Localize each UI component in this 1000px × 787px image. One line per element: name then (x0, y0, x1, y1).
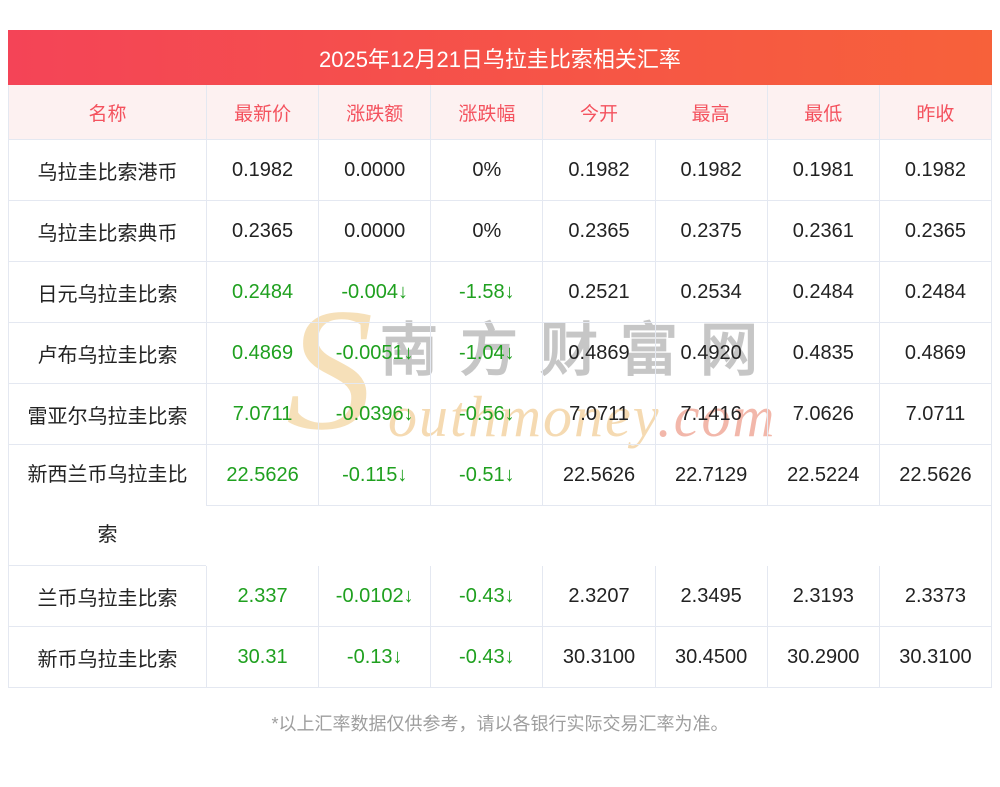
prev-close-cell: 30.3100 (878, 627, 991, 687)
open-cell: 2.3207 (542, 566, 654, 626)
col-header-low: 最低 (766, 85, 879, 139)
col-header-high: 最高 (691, 103, 730, 125)
change-cell: 0.0000 (318, 140, 430, 200)
page-title: 2025年12月21日乌拉圭比索相关汇率 (319, 46, 681, 72)
high-cell: 22.7129 (654, 445, 767, 505)
low-cell: 2.3193 (766, 566, 879, 626)
name-cell: 新币乌拉圭比索 (37, 648, 178, 671)
col-header-latest: 最新价 (206, 85, 318, 139)
change-cell: -0.0396↓ (318, 384, 430, 444)
prev-close-cell: 7.0711 (878, 384, 991, 444)
name-cell: 雷亚尔乌拉圭比索 (27, 405, 188, 428)
change-cell: -0.0051↓ (318, 323, 430, 383)
change-cell: -0.115↓ (318, 445, 430, 505)
latest-cell: 22.5626 (206, 445, 318, 505)
change-pct-cell: -0.43↓ (430, 566, 542, 626)
table-row: 雷亚尔乌拉圭比索 7.0711 -0.0396↓ -0.56↓ 7.0711 7… (9, 384, 991, 445)
prev-close-cell: 22.5626 (878, 445, 991, 505)
change-pct-cell: -1.04↓ (430, 323, 542, 383)
prev-close-cell: 0.4869 (878, 323, 991, 383)
change-pct-cell: -0.51↓ (430, 445, 542, 505)
high-cell: 0.1982 (654, 140, 767, 200)
prev-close-cell: 0.1982 (878, 140, 991, 200)
title-banner: 2025年12月21日乌拉圭比索相关汇率 (8, 30, 992, 85)
prev-close-cell: 0.2484 (878, 262, 991, 322)
change-pct-cell: -0.56↓ (430, 384, 542, 444)
name-cell: 兰币乌拉圭比索 (37, 587, 178, 610)
high-cell: 30.4500 (654, 627, 767, 687)
low-cell: 0.2484 (766, 262, 879, 322)
disclaimer-note: *以上汇率数据仅供参考，请以各银行实际交易汇率为准。 (271, 714, 729, 734)
table-row: 卢布乌拉圭比索 0.4869 -0.0051↓ -1.04↓ 0.4869 0.… (9, 323, 991, 384)
latest-cell: 7.0711 (206, 384, 318, 444)
high-cell: 2.3495 (654, 566, 767, 626)
high-cell: 7.1416 (654, 384, 767, 444)
low-cell: 30.2900 (766, 627, 879, 687)
latest-cell: 0.2484 (206, 262, 318, 322)
col-header-change-pct: 涨跌幅 (430, 85, 542, 139)
exchange-rates-table: 名称 最新价 涨跌额 涨跌幅 今开 最高 最低 昨收 乌拉圭比索港币 0.198… (8, 85, 992, 688)
latest-cell: 30.31 (206, 627, 318, 687)
change-pct-cell: 0% (430, 201, 542, 261)
name-cell: 卢布乌拉圭比索 (37, 344, 178, 367)
change-pct-cell: -1.58↓ (430, 262, 542, 322)
col-header-prev-close: 昨收 (878, 85, 991, 139)
tall-row-data-area: 22.5626 -0.115↓ -0.51↓ 22.5626 22.7129 2… (206, 445, 991, 566)
low-cell: 0.4835 (766, 323, 879, 383)
low-cell: 0.1981 (766, 140, 879, 200)
col-header-change: 涨跌额 (318, 85, 430, 139)
col-header-open: 今开 (542, 85, 654, 139)
high-cell: 0.2534 (654, 262, 767, 322)
change-pct-cell: 0% (430, 140, 542, 200)
latest-cell: 2.337 (206, 566, 318, 626)
name-cell: 乌拉圭比索港币 (37, 161, 178, 184)
open-cell: 0.2521 (542, 262, 654, 322)
low-cell: 22.5224 (766, 445, 879, 505)
prev-close-cell: 2.3373 (878, 566, 991, 626)
name-cell: 新西兰币乌拉圭比索 (9, 445, 206, 566)
low-cell: 0.2361 (766, 201, 879, 261)
col-header-name: 名称 (88, 103, 127, 125)
low-cell: 7.0626 (766, 384, 879, 444)
table-header-row: 名称 最新价 涨跌额 涨跌幅 今开 最高 最低 昨收 (9, 85, 991, 140)
latest-cell: 0.2365 (206, 201, 318, 261)
table-row: 日元乌拉圭比索 0.2484 -0.004↓ -1.58↓ 0.2521 0.2… (9, 262, 991, 323)
name-cell: 日元乌拉圭比索 (37, 283, 178, 306)
change-cell: -0.13↓ (318, 627, 430, 687)
latest-cell: 0.1982 (206, 140, 318, 200)
change-cell: 0.0000 (318, 201, 430, 261)
name-text: 新西兰币乌拉圭比索 (27, 464, 188, 546)
change-pct-cell: -0.43↓ (430, 627, 542, 687)
table-row: 兰币乌拉圭比索 2.337 -0.0102↓ -0.43↓ 2.3207 2.3… (9, 566, 991, 627)
table-row: 乌拉圭比索典币 0.2365 0.0000 0% 0.2365 0.2375 0… (9, 201, 991, 262)
name-cell: 乌拉圭比索典币 (37, 222, 178, 245)
high-cell: 0.2375 (654, 201, 767, 261)
prev-close-cell: 0.2365 (878, 201, 991, 261)
table-row: 新币乌拉圭比索 30.31 -0.13↓ -0.43↓ 30.3100 30.4… (9, 627, 991, 688)
high-cell: 0.4920 (654, 323, 767, 383)
tall-row-empty-band (206, 506, 991, 564)
tall-row-values: 22.5626 -0.115↓ -0.51↓ 22.5626 22.7129 2… (206, 445, 991, 506)
latest-cell: 0.4869 (206, 323, 318, 383)
table-row: 乌拉圭比索港币 0.1982 0.0000 0% 0.1982 0.1982 0… (9, 140, 991, 201)
open-cell: 30.3100 (542, 627, 654, 687)
change-cell: -0.004↓ (318, 262, 430, 322)
open-cell: 22.5626 (542, 445, 654, 505)
table-row: 新西兰币乌拉圭比索 22.5626 -0.115↓ -0.51↓ 22.5626… (9, 445, 991, 566)
open-cell: 7.0711 (542, 384, 654, 444)
page-container: S 南方财富网 outhmoney.com 2025年12月21日乌拉圭比索相关… (8, 30, 992, 736)
open-cell: 0.4869 (542, 323, 654, 383)
open-cell: 0.1982 (542, 140, 654, 200)
open-cell: 0.2365 (542, 201, 654, 261)
change-cell: -0.0102↓ (318, 566, 430, 626)
